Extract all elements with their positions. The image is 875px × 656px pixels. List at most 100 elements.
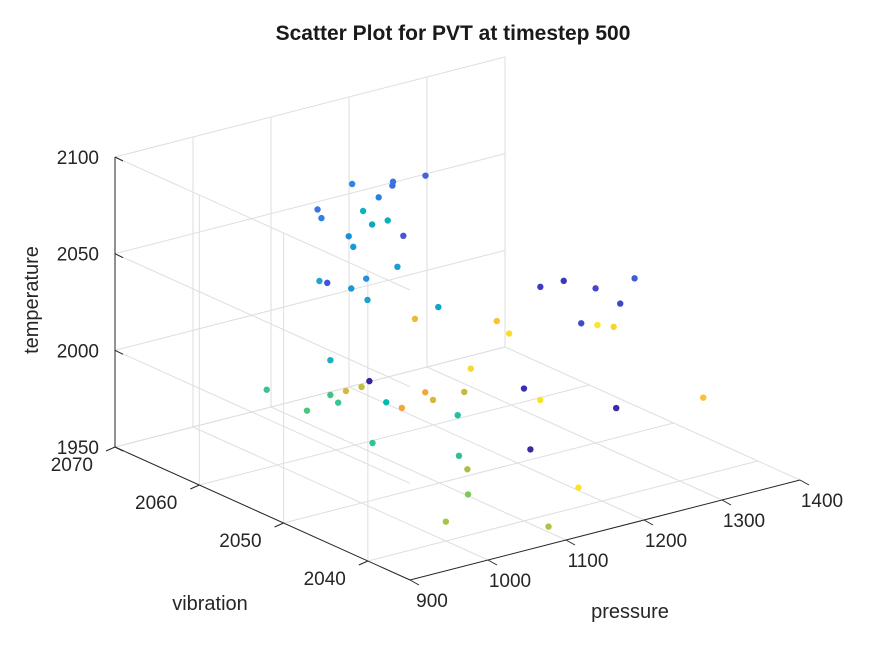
points-layer <box>263 172 707 530</box>
data-point <box>505 330 513 337</box>
grid-line-z-back <box>114 56 506 158</box>
data-point <box>389 178 397 185</box>
data-point <box>422 172 429 179</box>
grid-line-x-floor <box>270 406 567 541</box>
y-tick-label: 2070 <box>51 455 93 476</box>
data-point <box>398 404 406 412</box>
data-point <box>613 404 620 412</box>
data-point <box>359 207 367 215</box>
data-point <box>422 389 429 396</box>
grid-line-x-floor <box>504 346 801 481</box>
data-point <box>400 232 407 239</box>
data-point <box>461 388 468 396</box>
data-point <box>303 407 311 414</box>
grid-line-x-floor <box>426 366 723 501</box>
data-point <box>537 283 544 291</box>
grid-line-z-back <box>114 249 506 351</box>
data-point <box>324 279 331 287</box>
grid-line-y-floor <box>199 384 590 486</box>
y-tick-mark <box>274 522 284 528</box>
data-point <box>560 277 567 285</box>
data-point <box>435 303 442 311</box>
data-point <box>455 452 463 459</box>
data-point <box>366 377 373 385</box>
z-tick-mark <box>114 446 124 452</box>
x-tick-mark <box>643 519 654 526</box>
data-point <box>467 365 474 372</box>
grid-layer <box>114 56 801 581</box>
grid-line-x-floor <box>348 386 645 521</box>
x-tick-mark <box>565 539 576 546</box>
y-tick-label: 2050 <box>219 531 261 552</box>
data-point <box>342 387 350 395</box>
data-point <box>327 391 334 399</box>
data-point <box>383 399 390 406</box>
data-point <box>348 180 356 188</box>
data-point <box>334 399 342 406</box>
grid-line-z-back <box>114 153 506 255</box>
data-point <box>464 466 471 473</box>
data-point <box>318 214 325 222</box>
data-point <box>316 277 323 285</box>
data-point <box>364 296 371 304</box>
data-point <box>594 321 601 329</box>
grid-line-y-floor <box>283 422 674 524</box>
y-axis-line <box>114 446 411 581</box>
axis-layer: 900 1000 1100 1200 1300 1400 2040 2050 2060 20701… <box>51 148 843 612</box>
x-axis-line <box>409 479 801 581</box>
data-point <box>368 221 376 228</box>
x-tick-label: 1100 <box>568 551 609 572</box>
data-point <box>520 385 528 392</box>
data-point <box>545 523 552 530</box>
grid-line-z-side <box>114 156 411 291</box>
data-point <box>464 491 472 498</box>
data-point <box>537 396 544 404</box>
data-point <box>384 217 391 224</box>
data-point <box>700 394 707 401</box>
data-point <box>493 317 501 325</box>
y-tick-mark <box>358 560 369 566</box>
data-point <box>429 396 437 404</box>
data-point <box>527 446 534 453</box>
data-point <box>358 383 365 391</box>
x-tick-label: 1200 <box>645 531 687 552</box>
z-axis-label: temperature <box>21 246 43 354</box>
z-tick-label: 1950 <box>57 438 99 459</box>
z-tick-mark <box>114 349 124 355</box>
x-tick-label: 1400 <box>801 491 843 512</box>
grid-line-x-floor <box>192 426 489 561</box>
z-tick-mark <box>114 156 124 162</box>
data-point <box>610 323 617 331</box>
labels-layer: Scatter Plot for PVT at timestep 500 pre… <box>21 22 669 623</box>
grid-line-y-floor <box>114 346 506 448</box>
data-point <box>369 439 376 447</box>
data-point <box>348 285 355 292</box>
data-point <box>592 285 599 292</box>
y-tick-label: 2040 <box>304 569 346 590</box>
x-tick-mark <box>721 499 732 506</box>
x-axis-label: pressure <box>591 601 669 623</box>
z-tick-label: 2100 <box>57 148 99 169</box>
data-point <box>411 315 419 323</box>
data-point <box>263 386 270 393</box>
grid-line-z-side <box>114 253 411 388</box>
x-tick-label: 1300 <box>723 511 765 532</box>
z-tick-label: 2000 <box>57 341 99 362</box>
y-axis-label: vibration <box>172 593 248 615</box>
x-tick-mark <box>487 559 498 566</box>
grid-line-z-side <box>114 349 411 484</box>
x-tick-label: 900 <box>416 591 448 612</box>
data-point <box>617 300 624 307</box>
data-point <box>442 518 450 525</box>
data-point <box>631 275 638 282</box>
grid-line-y-floor <box>367 460 758 562</box>
data-point <box>375 194 382 201</box>
data-point <box>575 484 582 491</box>
z-tick-label: 2050 <box>57 245 99 266</box>
data-point <box>394 263 401 270</box>
data-point <box>327 357 334 364</box>
y-tick-label: 2060 <box>135 493 177 514</box>
x-tick-mark <box>799 479 810 486</box>
